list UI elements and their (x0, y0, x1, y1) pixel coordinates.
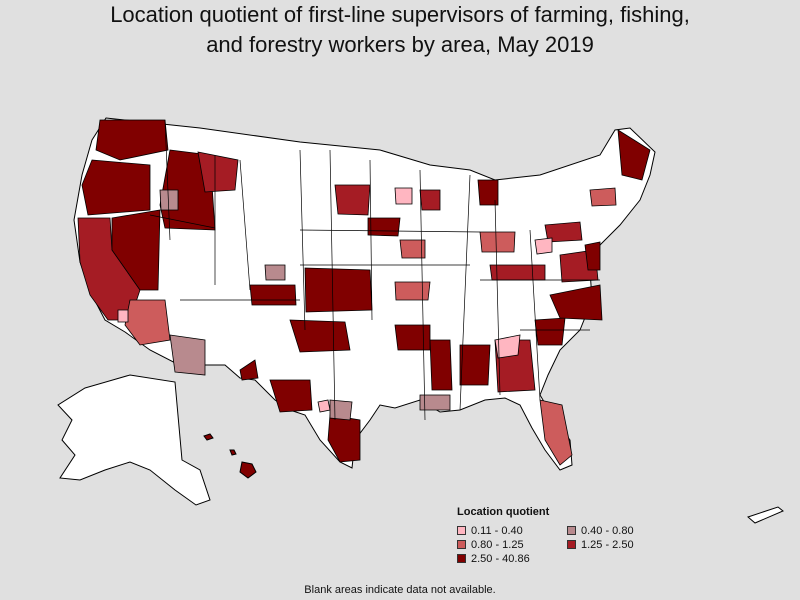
legend-swatch (457, 540, 466, 549)
boundary-lines-east (459, 174, 600, 411)
region-ohio-pink (534, 237, 553, 255)
region-arizona (124, 299, 171, 346)
legend-item-0-11-0-40: 0.11 - 0.40 (457, 524, 567, 537)
region-maryland (584, 241, 601, 271)
legend-swatch (567, 526, 576, 535)
legend-swatch (457, 526, 466, 535)
region-illinois (399, 239, 426, 259)
legend-label: 0.40 - 0.80 (581, 524, 634, 537)
region-pennsylvania (544, 221, 583, 243)
region-michigan (477, 179, 499, 206)
legend-label: 0.80 - 1.25 (471, 538, 524, 551)
region-louisiana (419, 394, 451, 411)
region-florida (539, 399, 573, 466)
region-texas-central (329, 399, 353, 421)
region-missouri (394, 281, 431, 301)
legend-label: 0.11 - 0.40 (471, 524, 523, 537)
legend-title: Location quotient (457, 506, 550, 518)
region-maine (617, 129, 651, 181)
region-shapes (77, 119, 651, 466)
legend-items: 0.11 - 0.40 0.40 - 0.80 0.80 - 1.25 1.25… (457, 524, 687, 565)
state-boundaries (149, 119, 600, 421)
region-washington (95, 119, 169, 161)
region-wisconsin (419, 189, 441, 211)
legend: Location quotient 0.11 - 0.40 0.40 - 0.8… (457, 506, 687, 565)
region-south-carolina (534, 317, 566, 346)
region-kentucky (489, 264, 546, 281)
region-new-mexico (239, 359, 259, 381)
footnote: Blank areas indicate data not available. (304, 584, 496, 596)
legend-label: 2.50 - 40.86 (471, 552, 530, 565)
region-alabama (459, 344, 491, 386)
legend-item-1-25-2-50: 1.25 - 2.50 (567, 538, 677, 551)
region-colorado-east (249, 284, 297, 306)
region-oregon-gray (159, 189, 179, 211)
hawaii-islands (203, 433, 257, 479)
region-minnesota (394, 187, 413, 205)
region-arizona-south (169, 334, 206, 376)
map-title-line-2: and forestry workers by area, May 2019 (206, 32, 594, 57)
region-kansas (304, 267, 373, 313)
region-north-carolina (549, 284, 603, 321)
legend-label: 1.25 - 2.50 (581, 538, 634, 551)
region-new-mexico-pink (117, 309, 129, 323)
map-title-line-1: Location quotient of first-line supervis… (110, 2, 690, 27)
region-texas-south (327, 414, 361, 463)
map-title: Location quotient of first-line supervis… (0, 0, 800, 60)
alaska-outline (57, 374, 211, 506)
region-texas-west (269, 379, 313, 413)
legend-item-0-40-0-80: 0.40 - 0.80 (567, 524, 677, 537)
region-montana (197, 151, 239, 193)
region-texas-pink (317, 399, 331, 413)
region-tennessee-pink (494, 334, 521, 359)
region-iowa (367, 217, 401, 237)
boundary-lines-west (149, 119, 306, 331)
region-nevada (111, 209, 161, 291)
region-mississippi (429, 339, 453, 391)
legend-swatch (567, 540, 576, 549)
boundary-lines-central (299, 149, 481, 421)
territory-islands (747, 506, 784, 524)
legend-item-0-80-1-25: 0.80 - 1.25 (457, 538, 567, 551)
region-oklahoma (289, 319, 351, 353)
region-arkansas (394, 324, 431, 351)
region-south-dakota (334, 184, 371, 216)
legend-swatch (457, 554, 466, 563)
region-kansas-gray (264, 264, 286, 281)
region-new-york (589, 187, 617, 207)
legend-item-2-50-40-86: 2.50 - 40.86 (457, 552, 567, 565)
region-oregon (81, 159, 151, 216)
region-ohio-west (479, 231, 516, 253)
